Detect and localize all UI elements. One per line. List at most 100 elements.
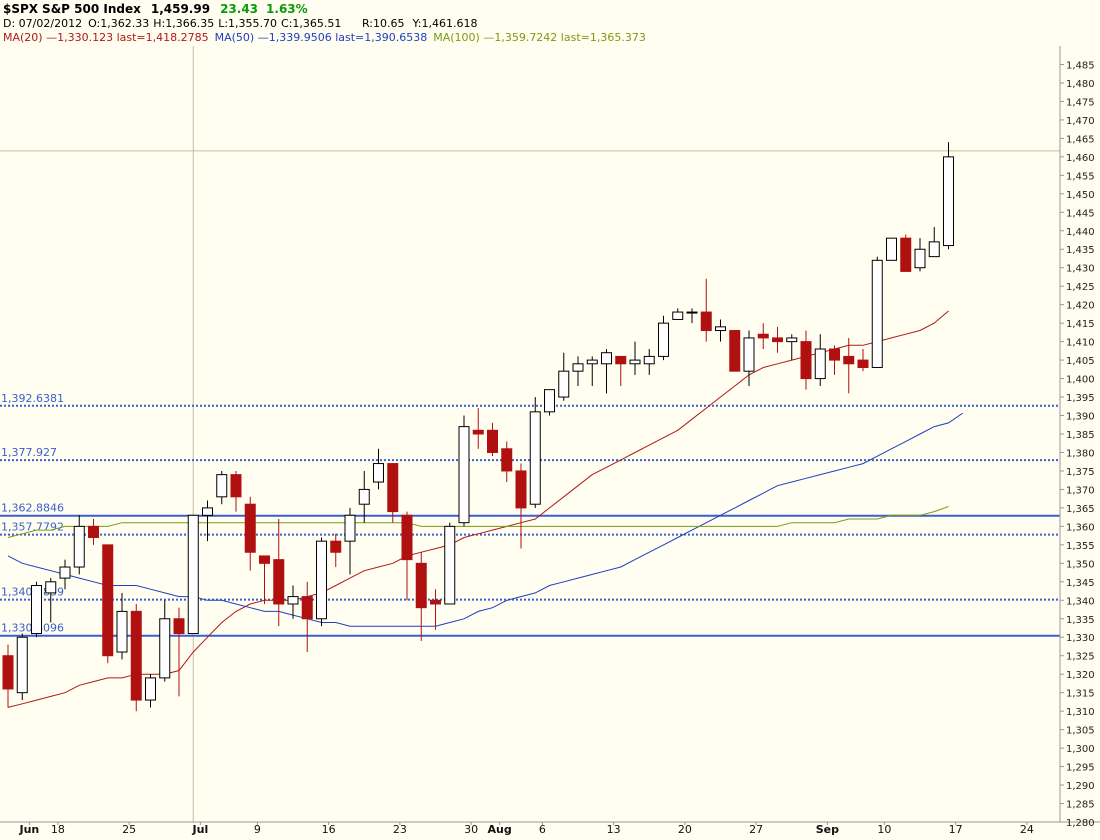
candle-down: [2, 655, 14, 690]
candle-up: [16, 636, 28, 694]
legend-ma50: MA(50) —1,339.9506 last=1,390.6538: [215, 31, 428, 44]
candle-up: [601, 352, 612, 365]
y-tick-label: 1,450: [1066, 190, 1095, 201]
level-label: 1,362.8846: [1, 502, 64, 515]
candle-up: [344, 514, 356, 542]
candle-up: [216, 474, 228, 498]
candle-up: [558, 370, 570, 398]
candle-down: [173, 618, 185, 635]
candle-down: [900, 237, 912, 272]
x-tick-label: 25: [122, 823, 136, 836]
axes: 1,280 1,285 1,290 1,295 1,300 1,305 1,310 1,315…: [0, 46, 1100, 836]
candle-up: [871, 259, 883, 368]
candle-up: [629, 359, 641, 365]
candle-up: [643, 355, 655, 365]
y-tick-label: 1,440: [1066, 227, 1095, 238]
x-tick-label: 23: [393, 823, 407, 836]
x-tick-label: 24: [1020, 823, 1034, 836]
x-tick-label: Aug: [488, 823, 512, 836]
candle-down: [259, 555, 270, 564]
candle-up: [672, 311, 684, 320]
candle-down: [273, 559, 285, 605]
y-tick-label: 1,480: [1066, 79, 1095, 90]
candle-up: [116, 610, 128, 653]
candle-down: [729, 330, 741, 372]
candle-up: [586, 359, 598, 365]
candle-up: [658, 322, 669, 357]
range-readout: R:10.65 Y:1,461.618: [362, 17, 477, 30]
candle-up: [316, 540, 327, 620]
y-tick-label: 1,430: [1066, 264, 1095, 275]
candle-up: [145, 677, 156, 701]
candle-down: [501, 448, 513, 472]
candle-up: [814, 348, 826, 380]
x-tick-label: 30: [464, 823, 478, 836]
candle-up: [59, 566, 71, 579]
y-tick-label: 1,390: [1066, 412, 1095, 423]
y-tick-label: 1,315: [1066, 689, 1095, 700]
candle-down: [102, 544, 114, 657]
candle-up: [686, 311, 698, 314]
y-tick-label: 1,445: [1066, 208, 1095, 219]
candle-up: [45, 581, 57, 594]
candle-down: [515, 470, 527, 509]
candle-down: [857, 359, 869, 368]
y-tick-label: 1,310: [1066, 707, 1095, 718]
y-tick-label: 1,285: [1066, 800, 1095, 811]
x-tick-label: Jun: [18, 823, 39, 836]
candle-up: [373, 463, 384, 483]
candle-down: [401, 514, 413, 561]
y-tick-label: 1,325: [1066, 652, 1095, 663]
candle-up: [914, 248, 926, 269]
y-tick-label: 1,395: [1066, 393, 1095, 404]
y-tick-label: 1,415: [1066, 319, 1095, 330]
y-tick-label: 1,335: [1066, 615, 1095, 626]
candle-down: [330, 540, 342, 553]
candle-down: [230, 474, 242, 498]
y-tick-label: 1,485: [1066, 60, 1095, 71]
x-tick-label: 13: [607, 823, 621, 836]
candle-down: [430, 599, 441, 605]
x-tick-label: 6: [539, 823, 546, 836]
ohlc-readout: D: 07/02/2012 O:1,362.33 H:1,366.35 L:1,355…: [3, 17, 341, 30]
y-tick-label: 1,375: [1066, 467, 1095, 478]
candle-down: [301, 596, 313, 620]
y-tick-label: 1,305: [1066, 726, 1095, 737]
candle-up: [572, 363, 584, 372]
x-tick-label: Jul: [192, 823, 209, 836]
ma100-line: [7, 506, 949, 538]
level-label: 1,377.927: [1, 446, 57, 459]
ma-legend: MA(20) —1,330.123 last=1,418.2785 MA(50) …: [3, 31, 646, 44]
level-label: 1,392.6381: [1, 392, 64, 405]
x-tick-label: 20: [678, 823, 692, 836]
chart-title: $SPX S&P 500 Index 1,459.99 23.43 1.63%: [3, 2, 308, 16]
candle-up: [886, 237, 897, 261]
candle-down: [800, 341, 812, 380]
candle-up: [287, 596, 299, 605]
candle-up: [544, 389, 555, 413]
y-tick-label: 1,370: [1066, 485, 1095, 496]
candle-up: [458, 426, 470, 524]
candle-up: [786, 337, 798, 343]
candle-down: [700, 311, 712, 332]
candle-up: [73, 525, 85, 568]
candle-up: [529, 411, 541, 505]
y-tick-label: 1,320: [1066, 670, 1095, 681]
y-tick-label: 1,475: [1066, 97, 1095, 108]
y-tick-label: 1,455: [1066, 171, 1095, 182]
y-tick-label: 1,355: [1066, 541, 1095, 552]
x-tick-label: 18: [51, 823, 65, 836]
candle-down: [387, 463, 399, 513]
x-tick-label: 17: [949, 823, 963, 836]
y-tick-label: 1,425: [1066, 282, 1095, 293]
candle-up: [928, 241, 940, 258]
y-tick-label: 1,410: [1066, 338, 1095, 349]
y-tick-label: 1,360: [1066, 522, 1095, 533]
y-tick-label: 1,295: [1066, 763, 1095, 774]
x-tick-label: 27: [749, 823, 763, 836]
x-tick-label: 10: [877, 823, 891, 836]
candle-up: [187, 514, 199, 635]
y-tick-label: 1,280: [1066, 818, 1095, 829]
candle-down: [757, 333, 769, 339]
